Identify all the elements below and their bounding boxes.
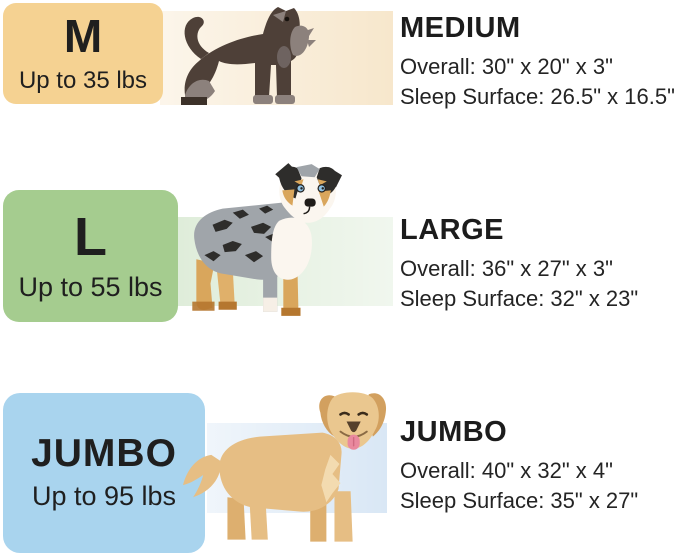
jumbo-heading: JUMBO bbox=[400, 416, 508, 448]
jumbo-overall-dimensions: Overall: 40" x 32" x 4" bbox=[400, 458, 613, 483]
medium-overall-dimensions: Overall: 30" x 20" x 3" bbox=[400, 54, 613, 79]
large-weight-label: Up to 55 lbs bbox=[18, 271, 163, 302]
miniature-schnauzer-illustration bbox=[167, 3, 335, 115]
large-heading: LARGE bbox=[400, 214, 504, 246]
jumbo-spec-block: JUMBO Overall: 40" x 32" x 4" Sleep Surf… bbox=[400, 416, 638, 516]
large-spec-block: LARGE Overall: 36" x 27" x 3" Sleep Surf… bbox=[400, 214, 638, 314]
large-size-badge: L Up to 55 lbs bbox=[3, 190, 178, 322]
medium-sleep-surface-dimensions: Sleep Surface: 26.5" x 16.5" bbox=[400, 84, 675, 109]
australian-shepherd-illustration bbox=[166, 161, 344, 323]
medium-badge-letter: M bbox=[63, 9, 103, 62]
medium-size-badge: M Up to 35 lbs bbox=[3, 3, 163, 104]
medium-heading: MEDIUM bbox=[400, 12, 521, 44]
medium-weight-label: Up to 35 lbs bbox=[18, 66, 148, 94]
jumbo-sleep-surface-dimensions: Sleep Surface: 35" x 27" bbox=[400, 488, 639, 513]
jumbo-weight-label: Up to 95 lbs bbox=[31, 481, 177, 511]
large-badge-letter: L bbox=[74, 206, 107, 267]
medium-spec-block: MEDIUM Overall: 30" x 20" x 3" Sleep Sur… bbox=[400, 12, 675, 112]
large-sleep-surface-dimensions: Sleep Surface: 32" x 23" bbox=[400, 286, 639, 311]
jumbo-size-badge: JUMBO Up to 95 lbs bbox=[3, 393, 205, 553]
jumbo-badge-letter: JUMBO bbox=[31, 432, 177, 475]
golden-retriever-illustration bbox=[181, 390, 391, 550]
large-overall-dimensions: Overall: 36" x 27" x 3" bbox=[400, 256, 613, 281]
